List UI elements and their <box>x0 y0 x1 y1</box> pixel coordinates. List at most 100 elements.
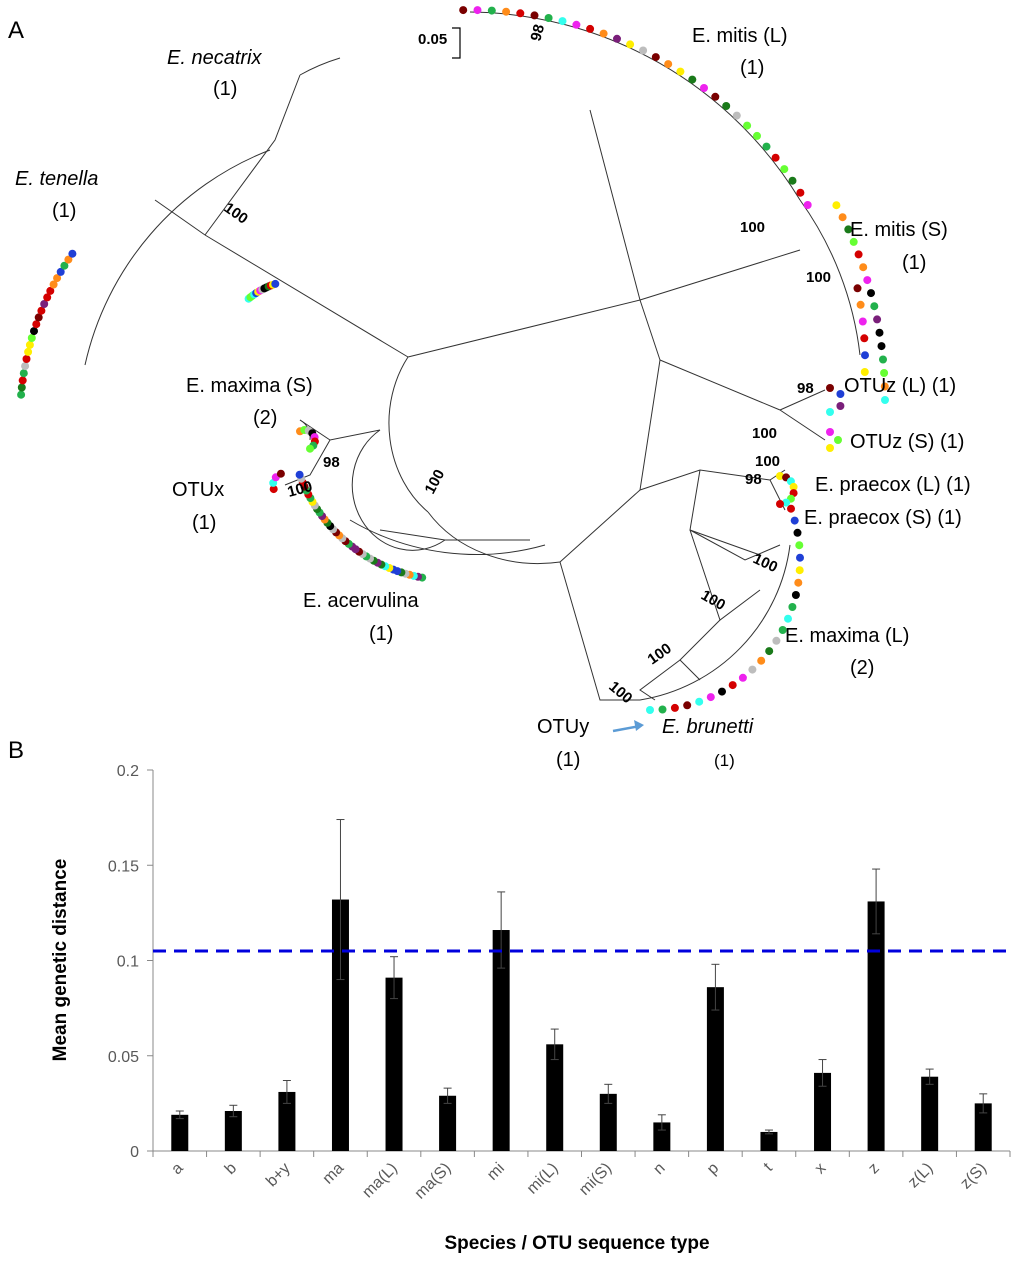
tip-marker <box>32 320 41 329</box>
tip-marker <box>863 276 872 285</box>
bootstrap-value: 100 <box>806 269 831 286</box>
bar-chart-panel: B 0 0.05 0.1 0.15 0.2 a b b+y ma ma(L) ma(S) mi mi(L… <box>8 737 1011 1254</box>
bootstrap-value: 98 <box>527 23 548 44</box>
tip-marker <box>780 165 789 174</box>
tree-tip-markers <box>17 6 889 714</box>
bar <box>224 1110 242 1151</box>
tip-marker <box>784 614 792 623</box>
tip-marker <box>17 390 26 399</box>
tip-marker <box>881 396 889 404</box>
tip-marker <box>880 369 889 377</box>
clade-count: (1) <box>213 78 237 100</box>
tip-marker <box>844 225 853 234</box>
y-tick-label: 0.15 <box>108 858 139 875</box>
x-tick-label: mi(S) <box>576 1160 615 1199</box>
tip-marker <box>861 351 869 360</box>
clade-count: (1) <box>714 751 735 770</box>
error-bar <box>497 891 506 969</box>
bootstrap-value: 100 <box>750 550 780 576</box>
tip-marker <box>867 289 875 298</box>
tip-marker <box>25 340 34 349</box>
tip-marker <box>40 300 49 308</box>
scale-bar: 0.05 <box>418 27 461 59</box>
bootstrap-value: 100 <box>422 467 449 497</box>
tip-marker <box>838 213 847 222</box>
tip-marker <box>30 327 38 336</box>
bar <box>492 930 510 1151</box>
tip-marker <box>695 697 704 706</box>
tip-marker <box>17 383 26 392</box>
x-tick-label: ma(S) <box>412 1160 455 1203</box>
bar <box>867 901 885 1151</box>
bootstrap-value: 100 <box>755 453 780 470</box>
tip-marker <box>459 6 468 15</box>
clade-count: (1) <box>52 200 76 222</box>
tip-marker <box>765 647 774 656</box>
tip-marker <box>826 384 834 392</box>
tip-marker <box>27 334 36 342</box>
tip-marker <box>858 317 867 326</box>
tip-marker <box>49 280 58 289</box>
bootstrap-value: 100 <box>221 199 251 227</box>
tip-marker <box>794 578 803 587</box>
tip-marker <box>21 362 30 371</box>
clade-label-tenella: E. tenella <box>15 168 98 190</box>
bar <box>974 1103 992 1151</box>
error-bar <box>764 1129 773 1135</box>
tip-marker <box>762 142 771 151</box>
tip-marker <box>658 705 667 714</box>
tip-marker <box>60 261 69 270</box>
bar <box>278 1091 296 1151</box>
x-tick-label: p <box>704 1160 722 1178</box>
clade-count: (1) <box>556 749 580 771</box>
clade-label-mitis-l: E. mitis (L) <box>692 25 788 47</box>
error-bar <box>443 1087 452 1104</box>
tip-marker <box>787 504 795 513</box>
tip-marker <box>683 701 692 710</box>
tip-marker <box>732 111 741 120</box>
tip-marker <box>43 293 52 302</box>
bootstrap-value: 100 <box>605 678 635 707</box>
x-axis-title: Species / OTU sequence type <box>444 1233 709 1254</box>
bar <box>653 1122 671 1151</box>
tip-marker <box>860 368 869 376</box>
tip-marker <box>778 626 787 634</box>
bar <box>385 977 403 1151</box>
tip-marker <box>37 306 46 315</box>
bootstrap-value: 98 <box>323 454 340 471</box>
tip-marker <box>879 355 887 364</box>
tip-marker <box>306 444 314 453</box>
tip-marker <box>853 284 862 293</box>
tip-marker <box>34 313 43 322</box>
tip-marker <box>826 428 834 436</box>
bootstrap-value: 100 <box>752 425 777 442</box>
error-bar <box>818 1059 827 1087</box>
tip-marker <box>530 11 539 20</box>
tip-marker <box>795 541 804 550</box>
tip-marker <box>651 53 660 62</box>
clade-label-necatrix: E. necatrix <box>167 47 262 69</box>
error-bar <box>925 1068 934 1085</box>
tip-marker <box>670 703 679 712</box>
tip-marker <box>56 267 65 276</box>
tip-marker <box>757 656 766 665</box>
tip-marker <box>826 408 834 416</box>
tree-branches <box>84 11 861 701</box>
tip-marker <box>776 472 784 480</box>
x-tick-label: ma(L) <box>359 1160 401 1202</box>
y-tick-label: 0.1 <box>117 954 139 971</box>
error-bar <box>229 1104 238 1118</box>
panel-a-label: A <box>8 17 24 44</box>
error-bar <box>390 956 399 1000</box>
clade-label-acervulina: E. acervulina <box>303 590 419 612</box>
tip-marker <box>860 334 869 343</box>
clade-labels: E. necatrix (1) E. tenella (1) E. mitis … <box>15 25 971 771</box>
x-tick-label: a <box>168 1160 186 1178</box>
clade-count: (2) <box>253 407 277 429</box>
error-bar <box>336 819 345 981</box>
tip-marker <box>788 603 797 611</box>
tip-marker <box>711 92 720 101</box>
y-axis-title: Mean genetic distance <box>50 859 71 1062</box>
clade-label-mitis-s: E. mitis (S) <box>850 219 948 241</box>
